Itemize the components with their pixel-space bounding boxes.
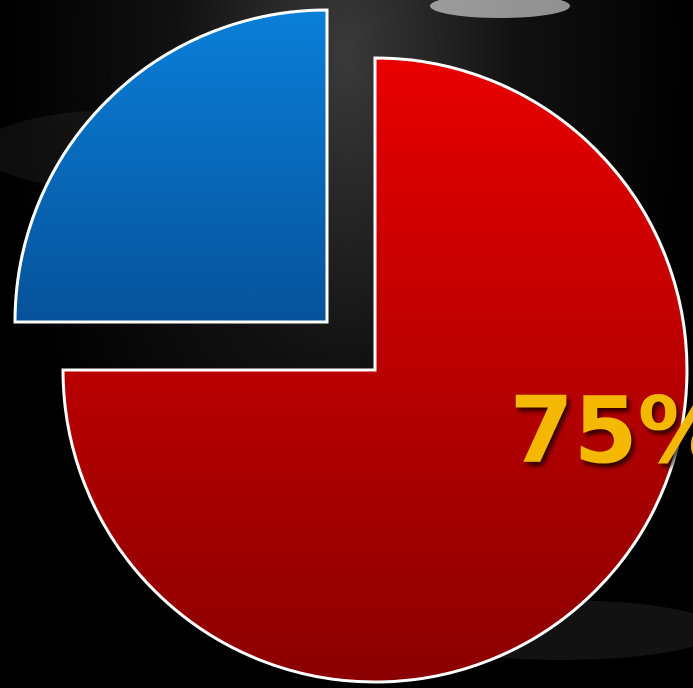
slice-data-label: 75% xyxy=(510,377,693,484)
pie-slice-75 xyxy=(61,56,689,684)
pie-slice-25 xyxy=(13,8,329,324)
